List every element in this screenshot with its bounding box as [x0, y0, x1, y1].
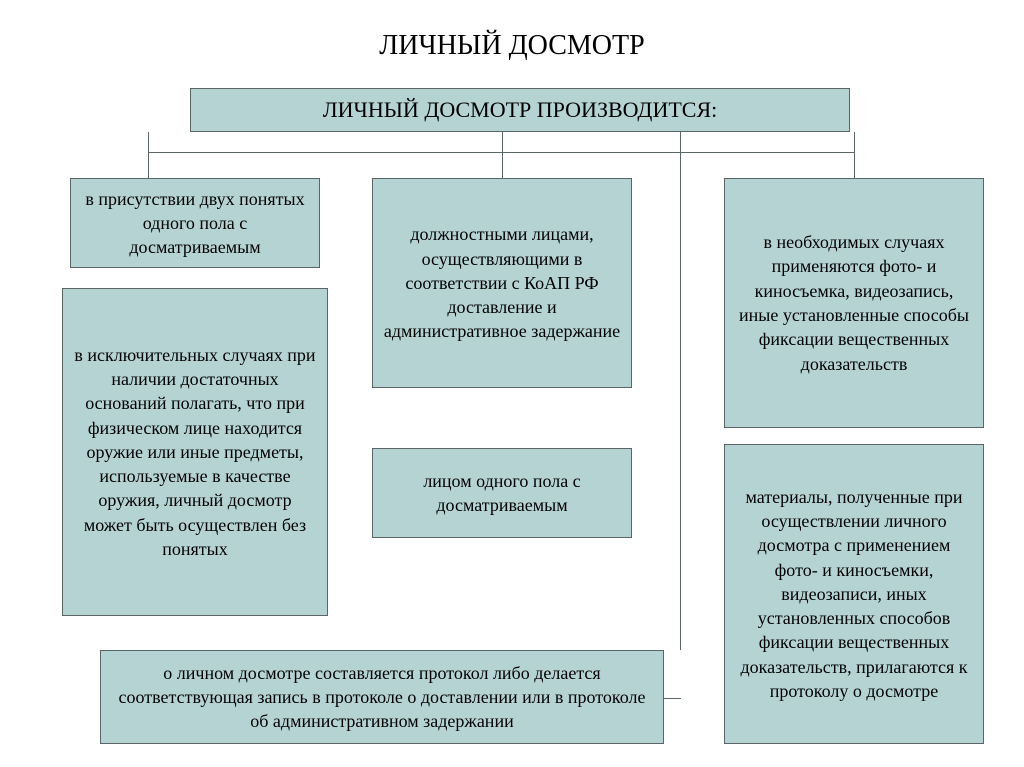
box-protocol: о личном досмотре составляется протокол …	[100, 650, 664, 744]
connector	[148, 132, 149, 178]
box-materials: материалы, полученные при осуществлении …	[724, 444, 984, 744]
box-same-gender: лицом одного пола с досматриваемым	[372, 448, 632, 538]
connector	[148, 152, 854, 153]
box-recording: в необходимых случаях применяются фото- …	[724, 178, 984, 428]
connector	[680, 132, 681, 650]
box-officials: должностными лицами, осуществляющими в с…	[372, 178, 632, 388]
connector	[854, 132, 855, 178]
connector	[664, 698, 681, 699]
box-witnesses: в присутствии двух понятых одного пола с…	[70, 178, 320, 268]
header-box: ЛИЧНЫЙ ДОСМОТР ПРОИЗВОДИТСЯ:	[190, 88, 850, 132]
page-title: ЛИЧНЫЙ ДОСМОТР	[0, 30, 1024, 62]
box-exceptional: в исключительных случаях при наличии дос…	[62, 288, 328, 616]
connector	[502, 132, 503, 178]
